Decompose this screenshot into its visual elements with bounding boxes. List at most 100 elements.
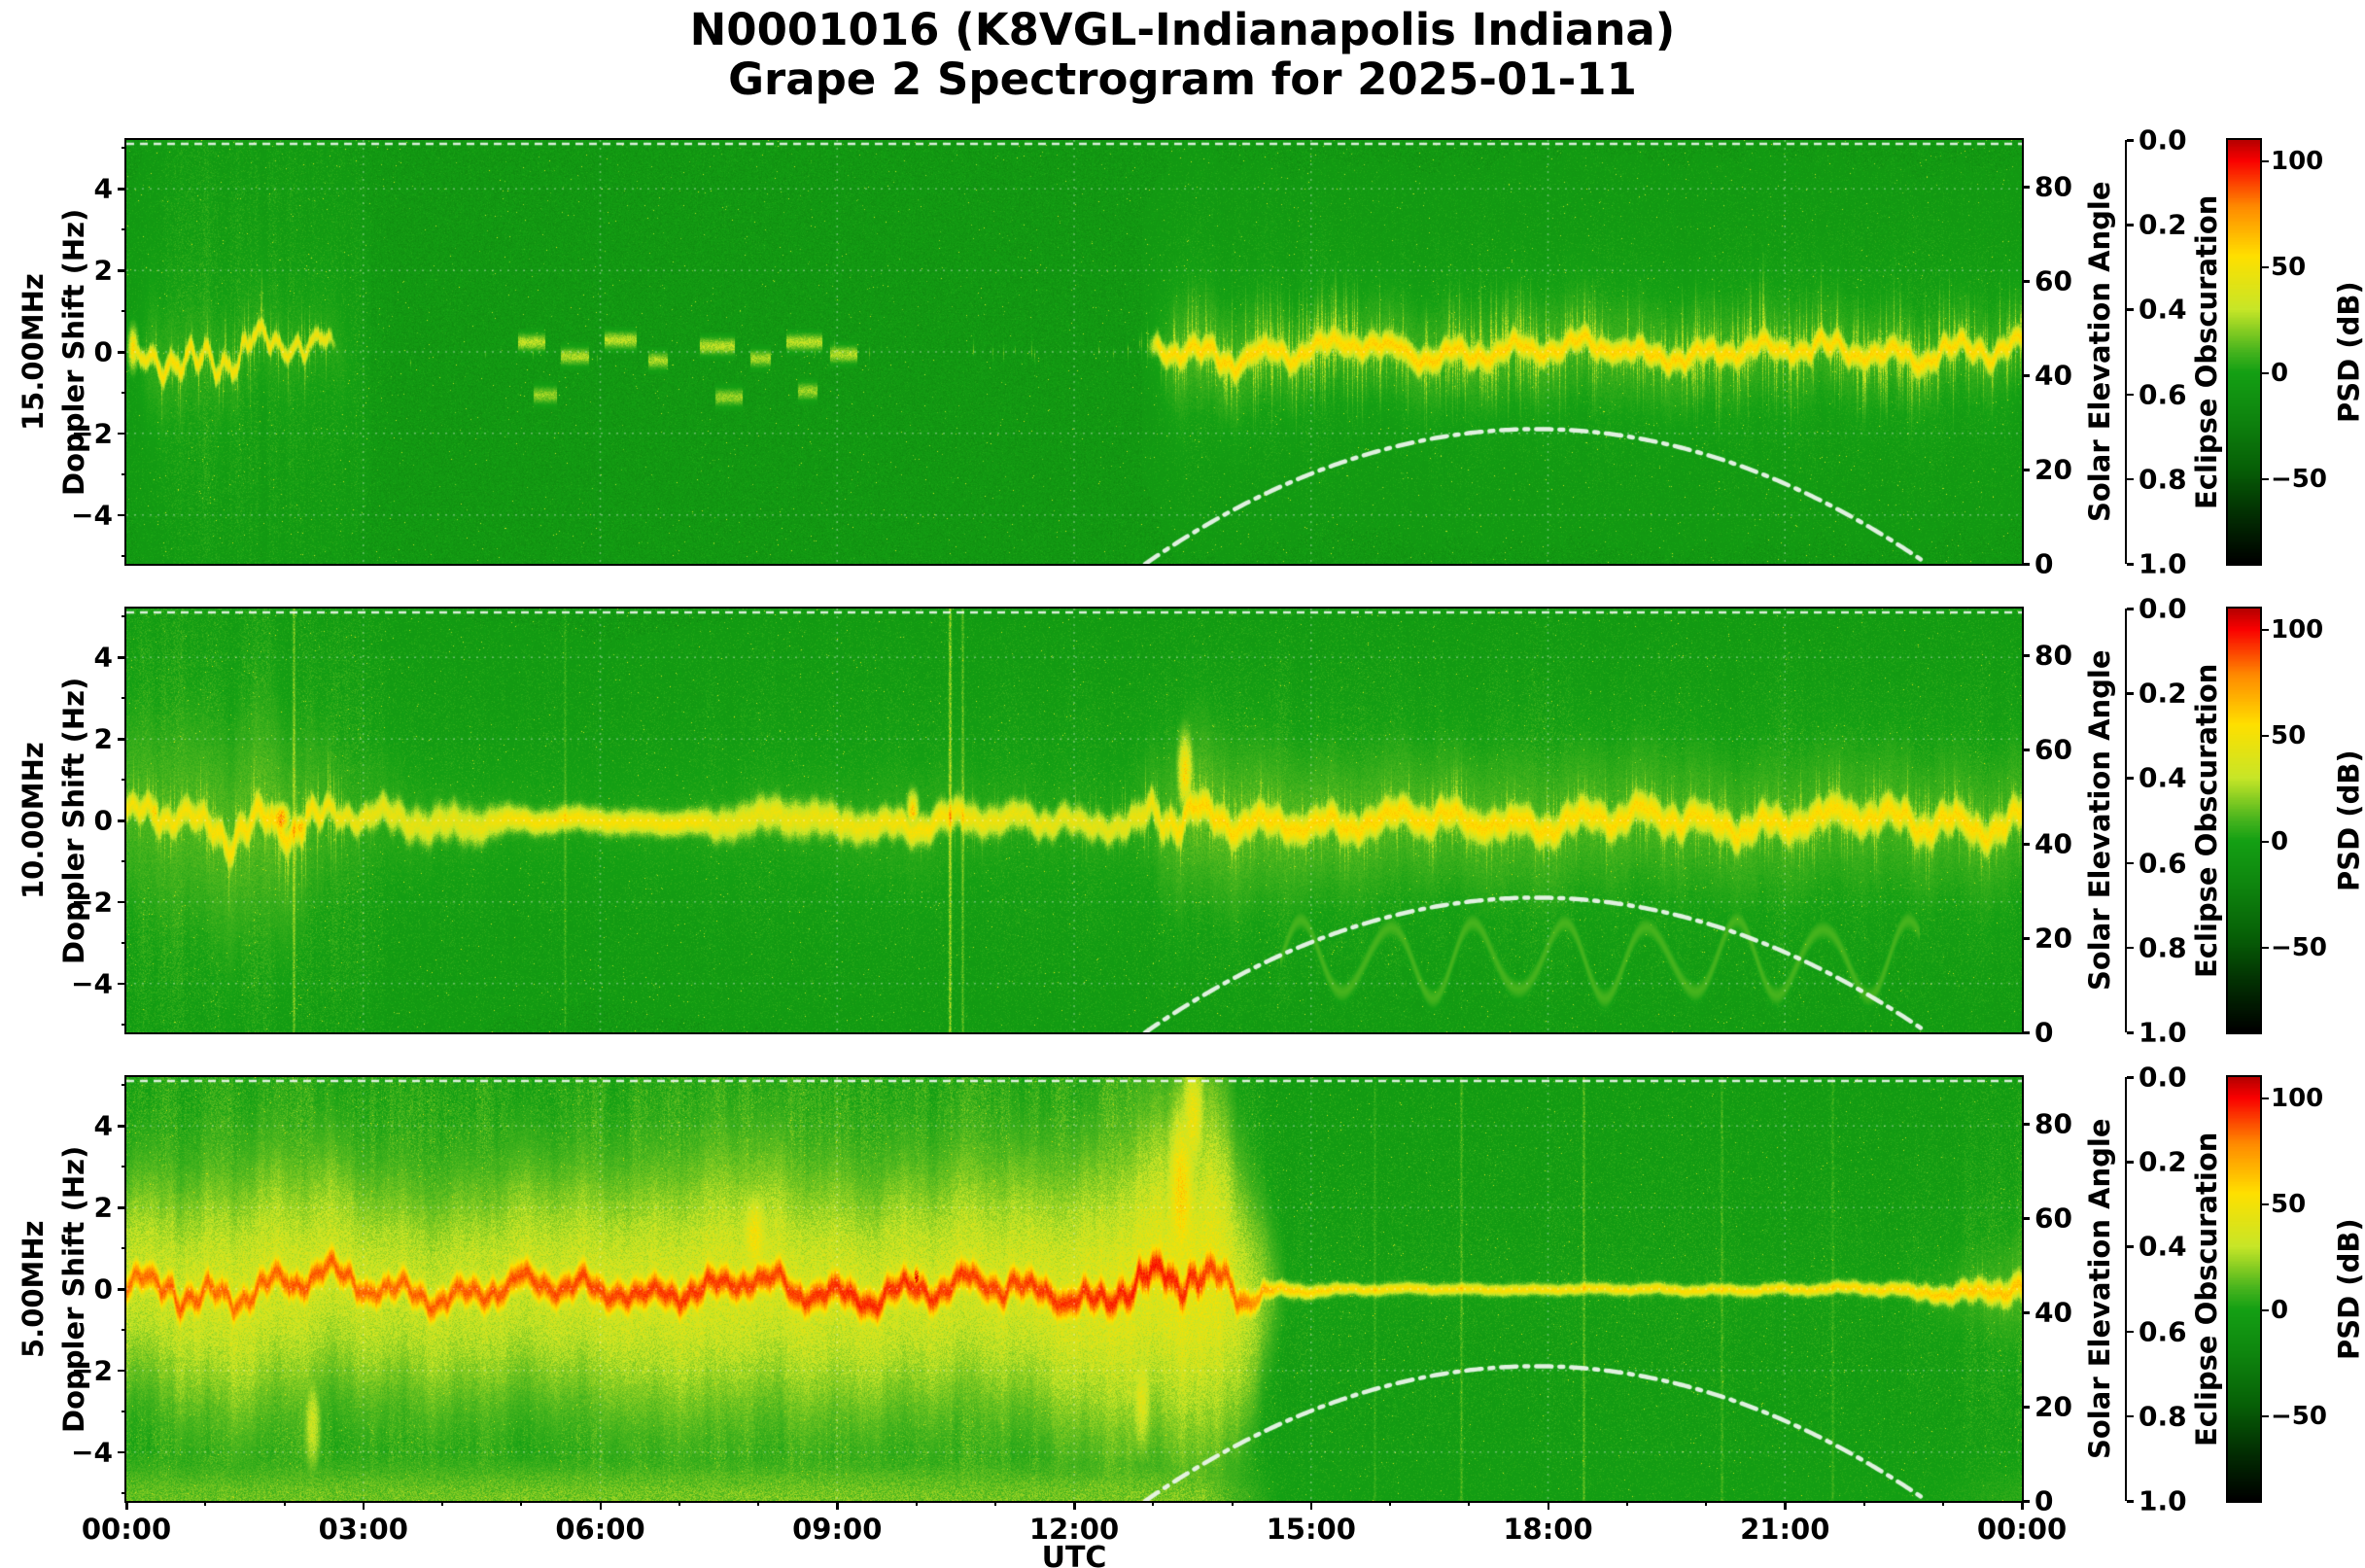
eclipse-tick-mark	[2127, 224, 2134, 226]
solar-tick-label: 80	[2035, 1107, 2072, 1140]
eclipse-tick-mark	[2127, 861, 2134, 865]
solar-tick-mark	[2022, 1406, 2030, 1409]
eclipse-tick-mark	[2127, 692, 2134, 695]
colorbar-tick-mark	[2262, 734, 2269, 738]
eclipse-tick-label: 1.0	[2139, 1016, 2187, 1049]
doppler-tick-mark	[118, 1369, 126, 1373]
eclipse-tick-mark	[2127, 308, 2134, 311]
colorbar-tick-label: 0	[2271, 358, 2289, 388]
eclipse-tick-label: 0.4	[2139, 761, 2187, 794]
eclipse-tick-label: 0.0	[2139, 592, 2187, 625]
eclipse-axis-title-1500mhz: Eclipse Obscuration	[2190, 194, 2223, 509]
solar-tick-label: 80	[2035, 639, 2072, 672]
solar-tick-label: 40	[2035, 827, 2072, 860]
eclipse-tick-mark	[2127, 563, 2134, 566]
x-tick-label: 18:00	[1503, 1513, 1593, 1546]
colorbar-canvas-500mhz	[2228, 1077, 2260, 1501]
x-tick-label: 09:00	[792, 1513, 883, 1546]
solar-tick-mark	[2022, 1311, 2030, 1314]
doppler-tick-mark	[118, 819, 126, 822]
eclipse-tick-label: 0.2	[2139, 1145, 2187, 1178]
solar-tick-mark	[2022, 937, 2030, 940]
x-tick-label: 06:00	[555, 1513, 645, 1546]
doppler-minor-tick-mark	[122, 228, 126, 231]
solar-tick-label: 0	[2035, 547, 2054, 580]
x-minor-tick-mark	[1152, 1501, 1155, 1506]
doppler-tick-mark	[118, 738, 126, 741]
doppler-tick-label: −4	[71, 967, 113, 1000]
eclipse-tick-label: 0.8	[2139, 463, 2187, 496]
doppler-tick-mark	[118, 982, 126, 986]
doppler-minor-tick-mark	[122, 554, 126, 557]
doppler-tick-label: 2	[93, 722, 113, 755]
eclipse-tick-label: 0.6	[2139, 1315, 2187, 1348]
solar-tick-label: 20	[2035, 1390, 2072, 1423]
eclipse-tick-mark	[2127, 477, 2134, 481]
doppler-tick-label: 2	[93, 254, 113, 287]
x-axis-title: UTC	[1041, 1541, 1107, 1568]
doppler-minor-tick-mark	[122, 1328, 126, 1331]
solar-tick-label: 0	[2035, 1484, 2054, 1517]
x-tick-mark	[836, 1501, 839, 1510]
eclipse-tick-label: 0.8	[2139, 931, 2187, 964]
solar-tick-mark	[2022, 469, 2030, 471]
colorbar-tick-label: −50	[2271, 932, 2327, 962]
x-tick-mark	[1547, 1501, 1549, 1510]
doppler-tick-mark	[118, 1288, 126, 1291]
eclipse-tick-label: 0.4	[2139, 1230, 2187, 1263]
colorbar-tick-mark	[2262, 477, 2269, 481]
x-minor-tick-mark	[1231, 1501, 1234, 1506]
x-minor-tick-mark	[678, 1501, 680, 1506]
x-tick-mark	[1309, 1501, 1313, 1510]
x-tick-mark	[599, 1501, 602, 1510]
solar-tick-mark	[2022, 843, 2030, 846]
doppler-minor-tick-mark	[122, 697, 126, 700]
eclipse-tick-mark	[2127, 1031, 2134, 1034]
colorbar-tick-mark	[2262, 628, 2269, 632]
colorbar-tick-label: −50	[2271, 1401, 2327, 1431]
doppler-tick-label: 4	[93, 1109, 113, 1142]
eclipse-tick-mark	[2127, 777, 2134, 780]
eclipse-tick-label: 0.8	[2139, 1400, 2187, 1433]
doppler-tick-mark	[118, 656, 126, 659]
solar-tick-mark	[2022, 563, 2030, 566]
x-minor-tick-mark	[441, 1501, 443, 1506]
doppler-minor-tick-mark	[122, 310, 126, 313]
eclipse-tick-label: 0.4	[2139, 293, 2187, 326]
x-minor-tick-mark	[757, 1501, 759, 1506]
x-minor-tick-mark	[1862, 1501, 1865, 1506]
eclipse-axis-spine	[2125, 140, 2127, 564]
solar-tick-label: 40	[2035, 1296, 2072, 1329]
doppler-tick-mark	[118, 432, 126, 436]
x-tick-label: 03:00	[318, 1513, 408, 1546]
x-tick-mark	[1073, 1501, 1076, 1510]
colorbar-tick-label: 0	[2271, 1295, 2289, 1325]
doppler-minor-tick-mark	[122, 391, 126, 394]
solar-tick-mark	[2022, 1500, 2030, 1503]
solar-tick-mark	[2022, 186, 2030, 189]
solar-tick-mark	[2022, 654, 2030, 657]
doppler-tick-label: 4	[93, 641, 113, 674]
x-tick-label: 00:00	[1976, 1513, 2068, 1546]
eclipse-tick-mark	[2127, 139, 2134, 142]
solar-tick-mark	[2022, 374, 2030, 377]
doppler-minor-tick-mark	[122, 1166, 126, 1168]
doppler-tick-label: 0	[93, 1272, 113, 1306]
colorbar-title-500mhz: PSD (dB)	[2332, 1218, 2365, 1360]
colorbar-tick-mark	[2262, 1308, 2269, 1312]
eclipse-axis-title-1000mhz: Eclipse Obscuration	[2190, 663, 2223, 978]
doppler-tick-label: 4	[93, 172, 113, 205]
eclipse-axis-spine	[2125, 1077, 2127, 1501]
solar-tick-label: 40	[2035, 359, 2072, 392]
colorbar-tick-mark	[2262, 371, 2269, 375]
colorbar-tick-mark	[2262, 265, 2269, 269]
doppler-tick-label: 2	[93, 1191, 113, 1224]
solar-tick-label: 60	[2035, 733, 2072, 766]
eclipse-tick-label: 0.0	[2139, 123, 2187, 157]
doppler-tick-label: −4	[71, 1436, 113, 1469]
solar-tick-mark	[2022, 1031, 2030, 1034]
colorbar-tick-mark	[2262, 1202, 2269, 1206]
colorbar-tick-mark	[2262, 1097, 2269, 1100]
x-minor-tick-mark	[993, 1501, 996, 1506]
doppler-tick-mark	[118, 1450, 126, 1454]
